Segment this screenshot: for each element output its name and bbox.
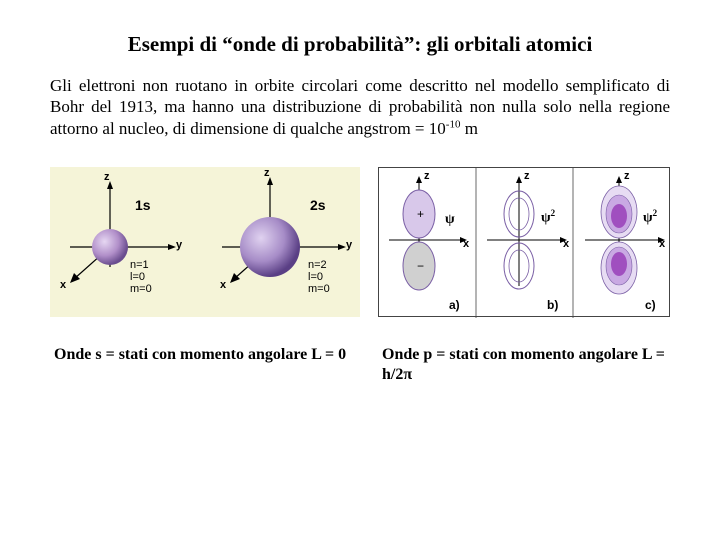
psi2-label-b: ψ2 bbox=[541, 208, 555, 227]
qn-1s: n=1 l=0 m=0 bbox=[130, 259, 152, 295]
panel-a-label: a) bbox=[449, 298, 460, 312]
qn-2s: n=2 l=0 m=0 bbox=[308, 259, 330, 295]
panel-b-label: b) bbox=[547, 298, 558, 312]
qn-2s-n: n=2 bbox=[308, 259, 330, 271]
axis-z-c: z bbox=[624, 170, 630, 182]
body-exponent: -10 bbox=[446, 118, 461, 130]
caption-p: Onde p = stati con momento angolare L = … bbox=[378, 345, 670, 385]
psi2-exp-c: 2 bbox=[653, 208, 658, 218]
axis-z-2s: z bbox=[264, 167, 270, 179]
diagram-row: z y x 1s n=1 l=0 m=0 z y x 2s n=2 l=0 m=… bbox=[50, 167, 670, 317]
axis-x-a: x bbox=[463, 238, 469, 250]
psi2-exp-b: 2 bbox=[551, 208, 556, 218]
body-main: Gli elettroni non ruotano in orbite circ… bbox=[50, 76, 670, 138]
label-2s: 2s bbox=[310, 197, 326, 213]
axis-y-2s: y bbox=[346, 239, 352, 251]
svg-text:+: + bbox=[417, 207, 424, 221]
label-1s: 1s bbox=[135, 197, 151, 213]
psi2-base-b: ψ bbox=[541, 210, 551, 225]
qn-2s-l: l=0 bbox=[308, 271, 330, 283]
panel-c-label: c) bbox=[645, 298, 656, 312]
page-title: Esempi di “onde di probabilità”: gli orb… bbox=[50, 32, 670, 57]
qn-1s-m: m=0 bbox=[130, 283, 152, 295]
qn-1s-n: n=1 bbox=[130, 259, 152, 271]
body-tail: m bbox=[460, 119, 477, 138]
axis-x-b: x bbox=[563, 238, 569, 250]
psi2-base-c: ψ bbox=[643, 210, 653, 225]
captions-row: Onde s = stati con momento angolare L = … bbox=[50, 345, 670, 385]
axis-x-2s: x bbox=[220, 279, 226, 291]
qn-1s-l: l=0 bbox=[130, 271, 152, 283]
axis-z-b: z bbox=[524, 170, 530, 182]
qn-2s-m: m=0 bbox=[308, 283, 330, 295]
axis-x-c: x bbox=[659, 238, 665, 250]
body-paragraph: Gli elettroni non ruotano in orbite circ… bbox=[50, 75, 670, 139]
axis-x-1s: x bbox=[60, 279, 66, 291]
axis-z-a: z bbox=[424, 170, 430, 182]
svg-text:−: − bbox=[417, 259, 424, 273]
p-orbitals-panel: + − bbox=[378, 167, 670, 317]
s-orbitals-panel: z y x 1s n=1 l=0 m=0 z y x 2s n=2 l=0 m=… bbox=[50, 167, 360, 317]
psi2-label-c: ψ2 bbox=[643, 208, 657, 227]
caption-s: Onde s = stati con momento angolare L = … bbox=[50, 345, 360, 385]
axis-y-1s: y bbox=[176, 239, 182, 251]
p-orbitals-svg: + − bbox=[379, 168, 671, 318]
axis-z-1s: z bbox=[104, 171, 110, 183]
psi-label-a: ψ bbox=[445, 212, 455, 228]
